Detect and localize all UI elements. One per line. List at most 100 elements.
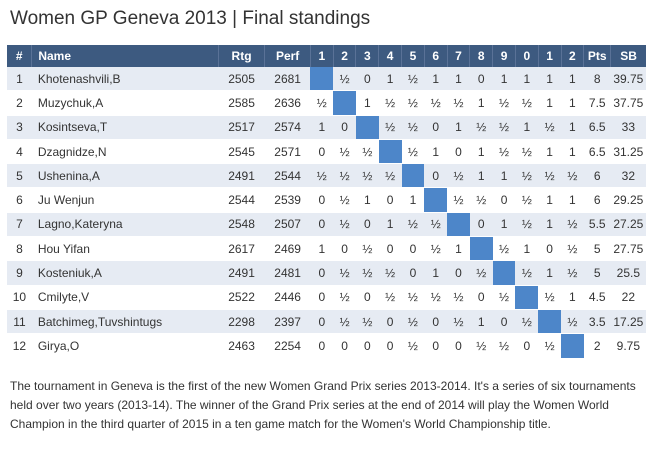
column-header: 9	[492, 45, 516, 67]
result-cell: 1	[469, 309, 493, 335]
player-name-cell: Dzagnidze,N	[31, 139, 219, 165]
rating-cell: 2505	[218, 67, 265, 92]
column-header: 7	[447, 45, 471, 67]
result-cell: 1	[538, 67, 561, 92]
result-cell: 0	[424, 115, 448, 140]
rating-cell: 2298	[218, 309, 265, 335]
diagonal-cell	[333, 90, 356, 116]
result-cell: 0	[333, 115, 356, 140]
rank-cell: 10	[7, 285, 32, 310]
result-cell: ½	[561, 163, 584, 189]
column-header: 8	[469, 45, 494, 67]
table-row: 12 Girya,O 2463 2254 0 0 0 0 ½ 0 0 ½ ½ 0 ½ 2 9.75	[7, 333, 646, 359]
diagonal-cell	[447, 212, 470, 238]
diagonal-cell	[538, 309, 561, 335]
result-cell: ½	[515, 187, 539, 213]
performance-cell: 2254	[264, 333, 311, 359]
result-cell: ½	[515, 212, 539, 238]
result-cell: ½	[310, 163, 334, 189]
points-cell: 7.5	[583, 90, 611, 116]
result-cell: ½	[561, 309, 584, 335]
result-cell: 0	[469, 212, 493, 238]
result-cell: 0	[424, 333, 448, 359]
result-cell: 1	[561, 115, 584, 140]
result-cell: ½	[333, 163, 356, 189]
result-cell: 1	[515, 236, 539, 262]
rank-cell: 11	[7, 309, 32, 335]
player-name-cell: Kosintseva,T	[31, 115, 219, 140]
result-cell: ½	[469, 333, 493, 359]
result-cell: 0	[492, 187, 516, 213]
performance-cell: 2507	[264, 212, 311, 238]
result-cell: 0	[310, 187, 334, 213]
table-row: 7 Lagno,Kateryna 2548 2507 0 ½ 0 1 ½ ½ 0 1 ½ 1 ½ 5.5 27.…	[7, 212, 646, 238]
result-cell: ½	[401, 212, 425, 238]
result-cell: ½	[378, 260, 402, 286]
tournament-description: The tournament in Geneva is the first of…	[10, 379, 636, 431]
result-cell: 1	[447, 67, 470, 92]
result-cell: 0	[355, 333, 379, 359]
result-cell: ½	[469, 260, 493, 286]
result-cell: ½	[355, 309, 379, 335]
result-cell: 1	[310, 115, 334, 140]
result-cell: 1	[561, 139, 584, 165]
column-header: Pts	[583, 45, 612, 67]
result-cell: 1	[538, 90, 561, 116]
result-cell: 0	[401, 260, 425, 286]
player-name-cell: Cmilyte,V	[31, 285, 219, 310]
result-cell: ½	[333, 285, 356, 310]
result-cell: ½	[378, 115, 402, 140]
result-cell: ½	[424, 285, 448, 310]
result-cell: ½	[515, 309, 539, 335]
result-cell: ½	[515, 260, 539, 286]
performance-cell: 2574	[264, 115, 311, 140]
result-cell: 0	[492, 309, 516, 335]
result-cell: ½	[561, 212, 584, 238]
result-cell: 1	[492, 67, 516, 92]
result-cell: 1	[561, 285, 584, 310]
result-cell: 0	[538, 236, 561, 262]
performance-cell: 2544	[264, 163, 311, 189]
sb-cell: 31.25	[610, 139, 646, 165]
column-header: 4	[378, 45, 403, 67]
result-cell: 1	[447, 115, 470, 140]
performance-cell: 2397	[264, 309, 311, 335]
rank-cell: 4	[7, 139, 32, 165]
rating-cell: 2491	[218, 260, 265, 286]
points-cell: 6.5	[583, 139, 611, 165]
rating-cell: 2585	[218, 90, 265, 116]
sb-cell: 33	[610, 115, 646, 140]
rank-cell: 12	[7, 333, 32, 359]
result-cell: ½	[538, 333, 561, 359]
points-cell: 6	[583, 187, 611, 213]
result-cell: 1	[469, 163, 493, 189]
rating-cell: 2548	[218, 212, 265, 238]
sb-cell: 25.5	[610, 260, 646, 286]
sb-cell: 39.75	[610, 67, 646, 92]
result-cell: ½	[492, 236, 516, 262]
table-row: 10 Cmilyte,V 2522 2446 0 ½ 0 ½ ½ ½ ½ 0 ½ ½ 1 4.5 22	[7, 285, 646, 310]
diagonal-cell	[378, 139, 402, 165]
table-row: 9 Kosteniuk,A 2491 2481 0 ½ ½ ½ 0 1 0 ½ ½ 1 ½ 5 25.5	[7, 260, 646, 286]
sb-cell: 22	[610, 285, 646, 310]
result-cell: ½	[469, 115, 493, 140]
column-header: 3	[355, 45, 380, 67]
rating-cell: 2617	[218, 236, 265, 262]
sb-cell: 32	[610, 163, 646, 189]
result-cell: 1	[378, 67, 402, 92]
rating-cell: 2545	[218, 139, 265, 165]
result-cell: ½	[401, 333, 425, 359]
result-cell: 0	[378, 309, 402, 335]
result-cell: 1	[378, 212, 402, 238]
result-cell: 0	[310, 212, 334, 238]
table-body: 1 Khotenashvili,B 2505 2681 ½ 0 1 ½ 1 1 0 1 1 1 1 8 39.7…	[7, 67, 646, 359]
points-cell: 2	[583, 333, 611, 359]
column-header: 2	[561, 45, 585, 67]
result-cell: 1	[561, 90, 584, 116]
result-cell: ½	[333, 187, 356, 213]
performance-cell: 2446	[264, 285, 311, 310]
rank-cell: 3	[7, 115, 32, 140]
result-cell: 1	[469, 90, 493, 116]
result-cell: ½	[447, 90, 470, 116]
table-row: 5 Ushenina,A 2491 2544 ½ ½ ½ ½ 0 ½ 1 1 ½ ½ ½ 6 32	[7, 163, 646, 189]
